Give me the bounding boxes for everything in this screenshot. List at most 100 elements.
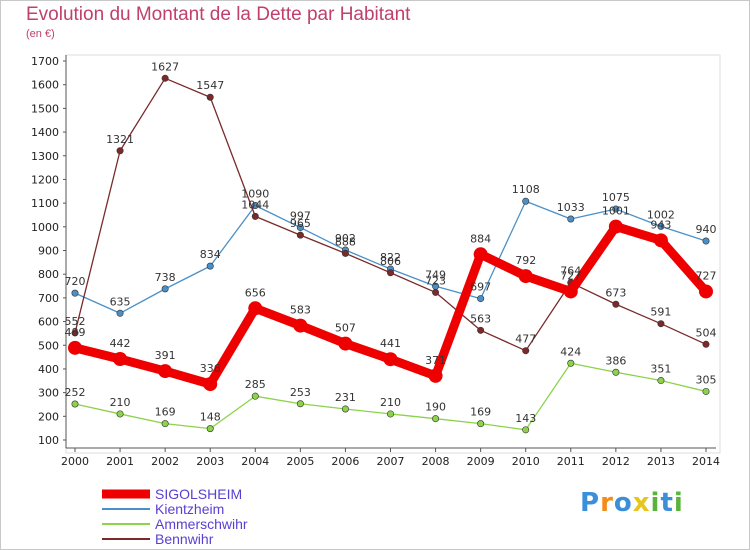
data-point-sigolsheim <box>203 377 218 392</box>
y-tick-label: 100 <box>38 434 59 447</box>
x-tick-label: 2010 <box>512 455 540 468</box>
x-tick-label: 2012 <box>602 455 630 468</box>
data-label-kientzheim: 940 <box>696 223 717 236</box>
data-label-ammerschwihr: 143 <box>515 412 536 425</box>
data-label-ammerschwihr: 305 <box>696 373 717 386</box>
logo-letter: o <box>613 488 633 518</box>
data-label-kientzheim: 834 <box>200 248 221 261</box>
chart-title: Evolution du Montant de la Dette par Hab… <box>26 4 411 25</box>
data-point-kientzheim <box>71 289 79 297</box>
data-label-bennwihr: 723 <box>425 274 446 287</box>
legend-label-kientzheim: Kientzheim <box>155 501 224 517</box>
data-point-kientzheim <box>567 215 575 223</box>
data-point-kientzheim <box>522 197 530 205</box>
y-tick-label: 500 <box>38 339 59 352</box>
data-label-sigolsheim: 943 <box>650 218 671 231</box>
data-label-sigolsheim: 1001 <box>602 205 630 218</box>
data-label-kientzheim: 749 <box>425 268 446 281</box>
data-point-ammerschwihr <box>341 405 349 413</box>
data-point-bennwihr <box>341 249 349 257</box>
data-label-bennwihr: 1044 <box>241 198 269 211</box>
y-tick-label: 200 <box>38 410 59 423</box>
legend-label-ammerschwihr: Ammerschwihr <box>155 516 248 532</box>
data-label-bennwihr: 563 <box>470 312 491 325</box>
data-label-bennwihr: 673 <box>605 286 626 299</box>
data-label-kientzheim: 738 <box>155 271 176 284</box>
x-tick-label: 2004 <box>241 455 269 468</box>
proxiti-logo: Proxiti <box>580 488 684 518</box>
data-label-ammerschwihr: 386 <box>605 354 626 367</box>
data-point-kientzheim <box>116 309 124 317</box>
data-point-ammerschwihr <box>567 359 575 367</box>
y-tick-label: 1000 <box>31 221 59 234</box>
data-point-ammerschwihr <box>432 415 440 423</box>
x-tick-label: 2007 <box>377 455 405 468</box>
data-point-kientzheim <box>702 237 710 245</box>
data-label-kientzheim: 1033 <box>557 201 585 214</box>
data-point-ammerschwihr <box>116 410 124 418</box>
logo-letter: x <box>632 488 651 518</box>
x-tick-label: 2011 <box>557 455 585 468</box>
data-label-bennwihr: 552 <box>65 315 86 328</box>
data-point-bennwihr <box>161 74 169 82</box>
y-tick-label: 1200 <box>31 173 59 186</box>
data-point-kientzheim <box>296 224 304 232</box>
data-label-kientzheim: 1108 <box>512 183 540 196</box>
y-tick-label: 1700 <box>31 55 59 68</box>
data-label-sigolsheim: 442 <box>110 337 131 350</box>
y-tick-label: 1300 <box>31 150 59 163</box>
data-point-bennwihr <box>477 326 485 334</box>
data-point-bennwihr <box>116 147 124 155</box>
data-point-sigolsheim <box>473 247 488 262</box>
data-point-sigolsheim <box>293 318 308 333</box>
data-label-ammerschwihr: 210 <box>110 396 131 409</box>
data-label-bennwihr: 965 <box>290 217 311 230</box>
data-label-kientzheim: 697 <box>470 281 491 294</box>
y-tick-label: 800 <box>38 268 59 281</box>
data-label-kientzheim: 635 <box>110 295 131 308</box>
data-point-ammerschwihr <box>612 368 620 376</box>
data-point-bennwihr <box>296 231 304 239</box>
x-tick-label: 2008 <box>422 455 450 468</box>
data-point-bennwihr <box>702 340 710 348</box>
data-point-ammerschwihr <box>206 425 214 433</box>
data-label-ammerschwihr: 253 <box>290 386 311 399</box>
legend-label-sigolsheim: SIGOLSHEIM <box>155 486 242 502</box>
data-point-kientzheim <box>477 295 485 303</box>
y-tick-label: 600 <box>38 316 59 329</box>
data-label-ammerschwihr: 169 <box>155 406 176 419</box>
data-point-ammerschwihr <box>251 392 259 400</box>
y-tick-label: 1400 <box>31 126 59 139</box>
data-point-ammerschwihr <box>71 400 79 408</box>
data-point-ammerschwihr <box>477 420 485 428</box>
data-label-kientzheim: 720 <box>65 275 86 288</box>
data-label-sigolsheim: 656 <box>245 286 266 299</box>
data-point-kientzheim <box>612 205 620 213</box>
x-tick-label: 2005 <box>286 455 314 468</box>
data-point-sigolsheim <box>653 233 668 248</box>
data-label-kientzheim: 822 <box>380 251 401 264</box>
data-label-kientzheim: 1090 <box>241 187 269 200</box>
data-point-sigolsheim <box>248 301 263 316</box>
data-label-ammerschwihr: 190 <box>425 401 446 414</box>
data-label-kientzheim: 997 <box>290 210 311 223</box>
data-label-sigolsheim: 507 <box>335 322 356 335</box>
data-label-ammerschwihr: 424 <box>560 345 581 358</box>
data-point-sigolsheim <box>428 368 443 383</box>
data-point-sigolsheim <box>608 219 623 234</box>
data-point-ammerschwihr <box>161 420 169 428</box>
y-tick-label: 400 <box>38 363 59 376</box>
data-point-ammerschwihr <box>386 410 394 418</box>
data-point-ammerschwihr <box>522 426 530 434</box>
y-tick-label: 900 <box>38 245 59 258</box>
data-point-ammerschwihr <box>657 377 665 385</box>
data-label-ammerschwihr: 252 <box>65 386 86 399</box>
x-tick-label: 2014 <box>692 455 720 468</box>
data-label-bennwihr: 888 <box>335 235 356 248</box>
logo-letter: t <box>660 488 674 518</box>
data-point-bennwihr <box>71 329 79 337</box>
x-tick-label: 2002 <box>151 455 179 468</box>
data-point-sigolsheim <box>518 269 533 284</box>
data-point-bennwihr <box>522 347 530 355</box>
